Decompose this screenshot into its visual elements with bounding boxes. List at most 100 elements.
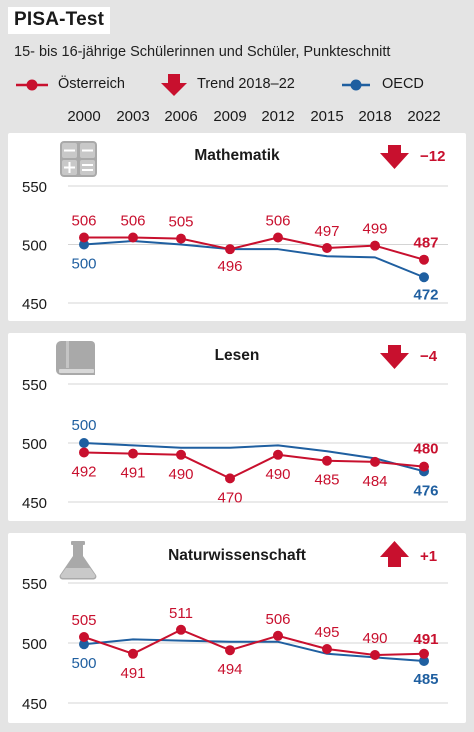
- legend-trend-arrow-icon: [161, 74, 187, 96]
- trend-value: +1: [420, 548, 438, 565]
- panel-title: Mathematik: [194, 147, 280, 164]
- data-point-oecd: [419, 656, 429, 666]
- book-icon: [56, 341, 95, 375]
- data-label-austria: 506: [265, 611, 290, 628]
- trend-down-arrow-icon: [380, 345, 409, 369]
- y-tick-label: 550: [22, 576, 47, 593]
- data-point-austria: [176, 233, 186, 244]
- legend-austria-marker: [26, 79, 38, 91]
- data-label-oecd: 476: [413, 482, 438, 499]
- data-label-austria: 505: [168, 214, 193, 231]
- data-label-oecd: 472: [413, 286, 438, 303]
- data-point-austria: [370, 650, 380, 660]
- series-line-oecd: [83, 442, 425, 473]
- data-point-austria: [322, 644, 332, 654]
- data-label-austria: 505: [71, 612, 96, 629]
- y-tick-label: 550: [22, 377, 47, 394]
- data-label-austria: 485: [314, 472, 339, 489]
- page-subtitle: 15- bis 16-jährige Schülerinnen und Schü…: [14, 44, 391, 60]
- data-label-austria: 491: [120, 465, 145, 482]
- panel-title: Naturwissenschaft: [168, 547, 306, 564]
- legend-oecd-marker: [350, 79, 362, 91]
- data-point-austria: [79, 632, 89, 642]
- chart-panel-lesen: 550 500 450 492 491 490 470 490 485 484 480 500 476 …: [8, 333, 466, 521]
- data-point-austria: [273, 449, 283, 460]
- y-tick-label: 550: [22, 179, 47, 196]
- series-line-austria: [83, 451, 425, 480]
- data-label-austria: 494: [217, 661, 242, 678]
- data-point-austria: [225, 244, 235, 255]
- data-label-oecd: 485: [413, 671, 438, 688]
- data-label-oecd: 500: [71, 417, 96, 434]
- data-label-austria: 495: [314, 624, 339, 641]
- year-axis: 2000 2003 2006 2009 2012 2015 2018 2022: [0, 108, 474, 130]
- series-line-oecd: [83, 638, 425, 662]
- year-label: 2015: [310, 108, 344, 125]
- data-point-austria: [176, 449, 186, 460]
- data-label-austria: 487: [413, 235, 438, 252]
- data-label-austria: 491: [120, 665, 145, 682]
- data-point-austria: [128, 648, 138, 659]
- y-tick-label: 500: [22, 238, 47, 255]
- data-point-austria: [176, 624, 186, 635]
- page-title: PISA-Test: [8, 7, 111, 34]
- trend-value: −12: [420, 148, 446, 165]
- year-label: 2003: [116, 108, 150, 125]
- legend: Österreich Trend 2018–22 OECD: [0, 70, 474, 102]
- data-label-oecd: 500: [71, 655, 96, 672]
- data-label-austria: 506: [265, 212, 290, 229]
- data-point-oecd: [419, 272, 429, 283]
- data-point-oecd: [79, 438, 89, 448]
- panel-title: Lesen: [214, 347, 260, 364]
- data-label-austria: 490: [362, 630, 387, 647]
- data-point-austria: [128, 448, 138, 459]
- year-label: 2000: [67, 108, 101, 125]
- data-label-austria: 491: [413, 631, 438, 648]
- data-point-austria: [79, 232, 89, 243]
- year-label: 2006: [164, 108, 198, 125]
- series-line-austria: [83, 628, 425, 656]
- data-point-austria: [273, 630, 283, 641]
- chart-svg-mathematik: 550 500 450 506 506 505 496 506 497 499 487 500 472: [22, 141, 448, 313]
- data-label-oecd: 500: [71, 256, 96, 273]
- data-label-austria: 506: [71, 212, 96, 229]
- y-tick-label: 500: [22, 636, 47, 653]
- data-label-austria: 499: [362, 221, 387, 238]
- data-label-austria: 496: [217, 258, 242, 275]
- calculator-icon: [60, 141, 97, 177]
- y-tick-label: 450: [22, 696, 47, 713]
- year-label: 2022: [407, 108, 441, 125]
- data-point-austria: [419, 254, 429, 265]
- data-point-austria: [419, 648, 429, 659]
- y-tick-label: 500: [22, 436, 47, 453]
- data-point-austria: [322, 455, 332, 466]
- data-label-austria: 484: [362, 473, 387, 490]
- data-label-austria: 490: [168, 466, 193, 483]
- y-tick-label: 450: [22, 296, 47, 313]
- data-point-austria: [273, 232, 283, 243]
- flask-icon: [59, 541, 97, 580]
- data-label-austria: 511: [169, 605, 193, 622]
- data-point-oecd: [79, 239, 89, 250]
- data-point-austria: [370, 456, 380, 467]
- series-line-austria: [84, 236, 425, 261]
- chart-panel-naturwissenschaft: 550 500 450 505 491 511 494 506 495 490 491 500 485 …: [8, 533, 466, 723]
- data-label-austria: 490: [265, 466, 290, 483]
- legend-oecd-label: OECD: [382, 76, 424, 92]
- trend-value: −4: [420, 348, 438, 365]
- data-label-austria: 497: [314, 223, 339, 240]
- data-point-austria: [322, 243, 332, 254]
- data-point-austria: [419, 461, 429, 472]
- series-line-oecd: [83, 239, 425, 279]
- trend-down-arrow-icon: [380, 145, 409, 169]
- legend-markers: [16, 74, 370, 96]
- y-tick-label: 450: [22, 495, 47, 512]
- data-point-austria: [79, 447, 89, 458]
- data-point-oecd: [79, 639, 89, 650]
- year-label: 2018: [358, 108, 392, 125]
- year-label: 2012: [261, 108, 295, 125]
- data-point-austria: [128, 232, 138, 243]
- data-label-austria: 470: [217, 489, 242, 506]
- data-point-austria: [370, 240, 380, 251]
- chart-svg-lesen: 550 500 450 492 491 490 470 490 485 484 480 500 476: [22, 341, 448, 512]
